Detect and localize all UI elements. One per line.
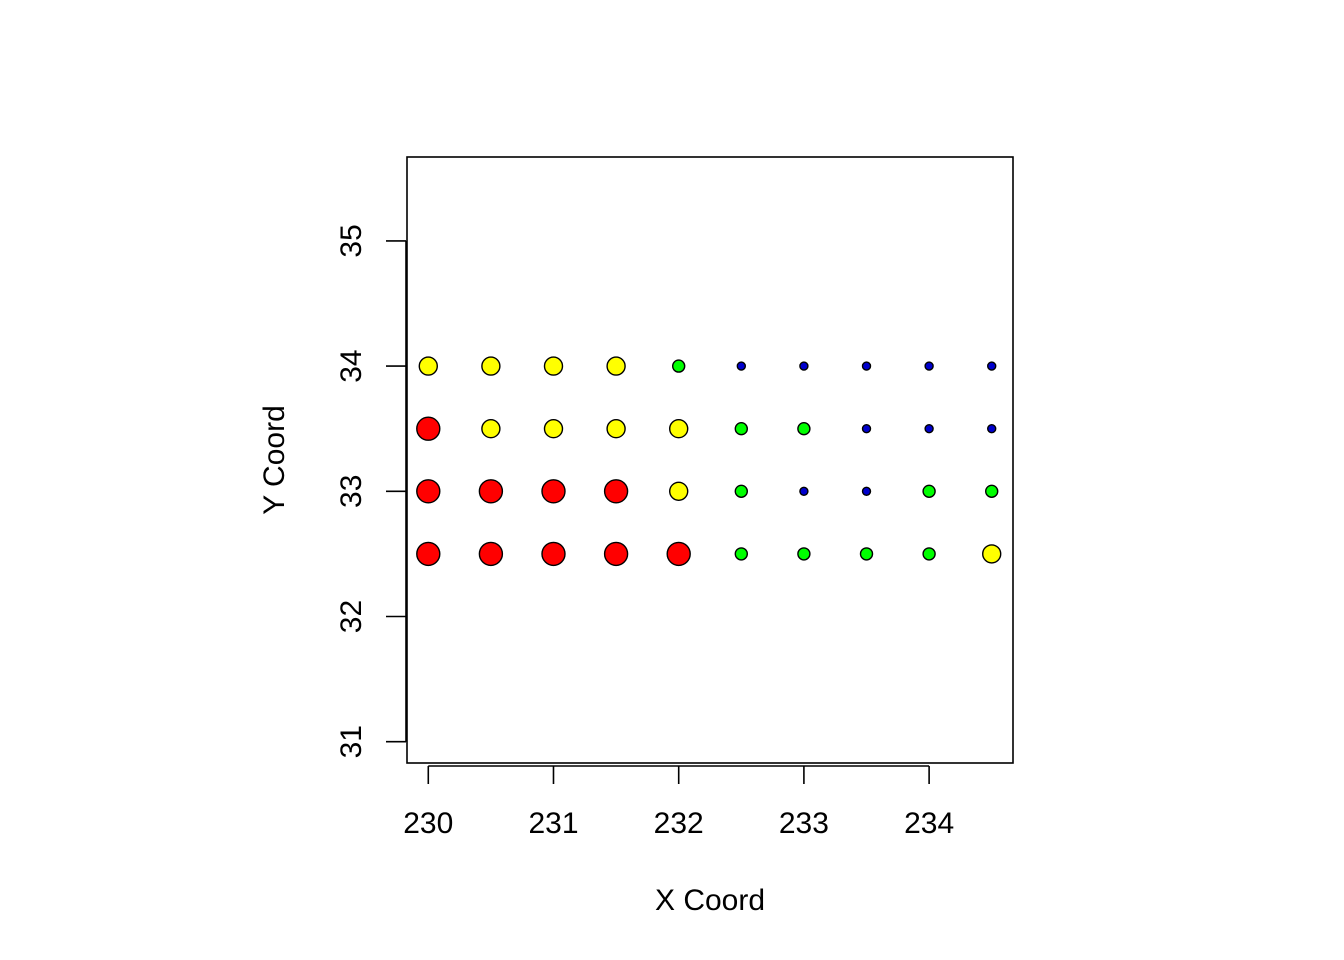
x-tick-label: 232 xyxy=(654,807,704,840)
data-point-yellow xyxy=(481,418,501,439)
data-point-red xyxy=(478,479,504,504)
data-point-yellow xyxy=(543,418,564,439)
data-point-yellow xyxy=(668,481,689,502)
data-point-green xyxy=(922,547,936,561)
data-point-red xyxy=(541,479,566,504)
data-point-red xyxy=(478,541,504,567)
plot-frame xyxy=(406,156,1014,764)
data-point-red xyxy=(666,541,691,567)
y-tick-label: 34 xyxy=(335,349,368,382)
data-point-blue xyxy=(924,361,934,371)
data-point-blue xyxy=(799,486,809,497)
data-point-red xyxy=(416,479,441,504)
data-point-blue xyxy=(861,361,872,371)
data-points xyxy=(416,356,1002,567)
data-point-green xyxy=(797,547,811,561)
y-tick-label: 32 xyxy=(335,600,368,633)
data-point-green xyxy=(671,359,686,373)
data-point-blue xyxy=(987,423,997,434)
data-point-blue xyxy=(861,423,872,434)
y-axis-label: Y Coord xyxy=(258,405,291,515)
data-point-blue xyxy=(924,423,934,434)
data-point-yellow xyxy=(668,418,689,439)
data-point-yellow xyxy=(543,356,564,376)
data-point-blue xyxy=(861,486,872,497)
data-point-red xyxy=(416,416,441,441)
data-point-green xyxy=(985,484,999,499)
data-point-green xyxy=(797,421,811,436)
data-point-blue xyxy=(736,361,747,371)
data-point-red xyxy=(603,541,629,567)
data-point-green xyxy=(922,484,936,499)
data-point-red xyxy=(416,541,441,567)
data-point-blue xyxy=(799,361,809,371)
x-tick-label: 231 xyxy=(528,807,578,840)
x-axis: 230 231 232 233 234 xyxy=(403,765,954,840)
x-tick-label: 230 xyxy=(403,807,453,840)
data-point-red xyxy=(603,479,629,504)
x-tick-label: 234 xyxy=(904,807,954,840)
data-point-yellow xyxy=(606,418,626,439)
y-tick-label: 35 xyxy=(335,224,368,257)
x-tick-label: 233 xyxy=(779,807,829,840)
data-point-blue xyxy=(987,361,997,371)
data-point-green xyxy=(734,547,749,561)
data-point-green xyxy=(734,484,749,499)
data-point-yellow xyxy=(982,544,1002,564)
x-axis-label: X Coord xyxy=(655,884,765,917)
data-point-red xyxy=(541,541,566,567)
data-point-yellow xyxy=(481,356,501,376)
y-tick-label: 33 xyxy=(335,475,368,508)
y-tick-label: 31 xyxy=(335,725,368,758)
data-point-yellow xyxy=(606,356,626,376)
data-point-yellow xyxy=(418,356,438,376)
data-point-green xyxy=(734,421,749,436)
data-point-green xyxy=(859,547,874,561)
y-axis: 31 32 33 34 35 xyxy=(335,224,407,758)
